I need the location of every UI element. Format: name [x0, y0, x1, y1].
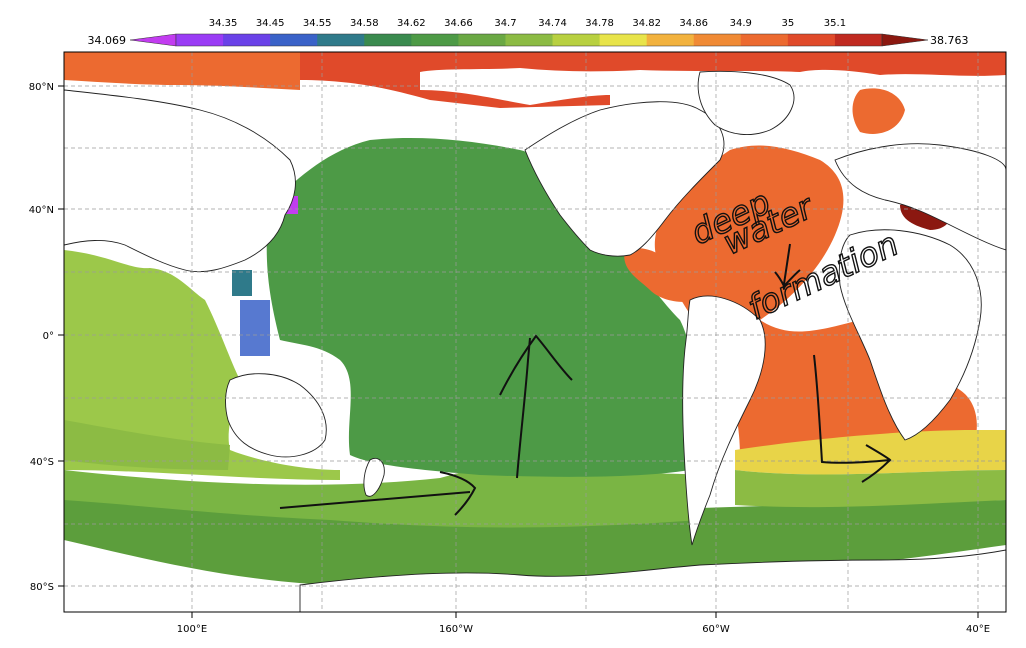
- indian-ocean-inner: [64, 420, 230, 470]
- colorbar-tick-label: 34.35: [209, 18, 238, 29]
- lon-tick-label: 100°E: [177, 624, 207, 635]
- colorbar-cells: [129, 33, 929, 47]
- south-america-outline: [682, 295, 766, 546]
- map-axes: 100°E 160°W 60°W 40°E 80°N 40°N 0° 40°S 80°S: [29, 82, 990, 635]
- colorbar-tick-label: 34.66: [444, 18, 473, 29]
- colorbar-low-arrow: [129, 33, 177, 47]
- east-china-sea-region: [232, 270, 252, 296]
- colorbar-tick-label: 34.58: [350, 18, 379, 29]
- caribbean-region: [624, 248, 700, 302]
- southern-eastward-arrow: [279, 471, 477, 516]
- colorbar-tick-labels: 34.35 34.45 34.55 34.58 34.62 34.66 34.7 34.74 3…: [209, 18, 846, 29]
- colorbar-cell: [834, 34, 883, 46]
- colorbar-cell: [270, 34, 318, 46]
- colorbar-tick-label: 34.78: [585, 18, 614, 29]
- indonesian-seas-region: [240, 300, 270, 356]
- colorbar-max-label: 38.763: [930, 34, 969, 47]
- pacific-northward-arrow: [499, 334, 573, 479]
- arctic-region-west: [64, 52, 300, 90]
- colorbar-high-arrow: [881, 33, 929, 47]
- colorbar-tick-label: 34.62: [397, 18, 426, 29]
- colorbar-cell: [176, 34, 224, 46]
- antarctica-outline: [299, 549, 1006, 612]
- colorbar-cell: [787, 34, 836, 46]
- eurasia-outline: [834, 143, 1006, 251]
- lat-tick-label: 0°: [43, 331, 54, 342]
- colorbar-tick-label: 34.82: [632, 18, 661, 29]
- colorbar: 34.35 34.45 34.55 34.58 34.62 34.66 34.7 34.74 3…: [88, 18, 969, 47]
- colorbar-cell: [458, 34, 506, 46]
- colorbar-tick-label: 35: [781, 18, 794, 29]
- lat-tick-label: 40°N: [29, 205, 54, 216]
- colorbar-cell: [317, 34, 365, 46]
- lat-tick-label: 80°N: [29, 82, 54, 93]
- atlantic-yellow-band: [735, 430, 1006, 475]
- colorbar-tick-label: 34.45: [256, 18, 285, 29]
- lon-tick-label: 60°W: [702, 624, 730, 635]
- australia-outline: [225, 373, 327, 458]
- lat-tick-label: 80°S: [30, 582, 54, 593]
- colorbar-cell: [364, 34, 412, 46]
- colorbar-cell: [411, 34, 459, 46]
- greenland-outline: [697, 70, 795, 136]
- colorbar-tick-label: 34.9: [730, 18, 752, 29]
- indian-ocean-region: [64, 250, 340, 480]
- asia-outline: [64, 89, 296, 273]
- colorbar-tick-label: 34.7: [494, 18, 516, 29]
- atlantic-southward-arrow: [813, 354, 892, 483]
- lon-tick-label: 40°E: [966, 624, 990, 635]
- colorbar-cell: [693, 34, 742, 46]
- colorbar-min-label: 34.069: [88, 34, 127, 47]
- colorbar-tick-label: 34.74: [538, 18, 567, 29]
- map-frame: [63, 51, 1007, 613]
- colorbar-cell: [646, 34, 695, 46]
- colorbar-cell: [223, 34, 271, 46]
- southern-ocean-region: [64, 470, 1006, 587]
- arctic-region-central: [300, 52, 1006, 108]
- downward-arrow-to-formation: [774, 243, 801, 288]
- colorbar-cell: [740, 34, 789, 46]
- landmasses: [64, 70, 1006, 612]
- colorbar-cell: [552, 34, 601, 46]
- north-america-outline: [524, 101, 725, 257]
- africa-outline: [838, 229, 982, 441]
- lat-tick-label: 40°S: [30, 457, 54, 468]
- ocean-salinity-map: [64, 52, 1006, 612]
- colorbar-tick-label: 35.1: [824, 18, 846, 29]
- lon-tick-label: 160°W: [439, 624, 473, 635]
- graticule: [64, 52, 1006, 612]
- colorbar-cell: [599, 34, 648, 46]
- colorbar-outline: [175, 33, 883, 47]
- colorbar-cell: [505, 34, 554, 46]
- atlantic-south-green: [735, 470, 1006, 508]
- norwegian-sea-region: [852, 88, 905, 134]
- colorbar-tick-label: 34.55: [303, 18, 332, 29]
- colorbar-tick-label: 34.86: [679, 18, 708, 29]
